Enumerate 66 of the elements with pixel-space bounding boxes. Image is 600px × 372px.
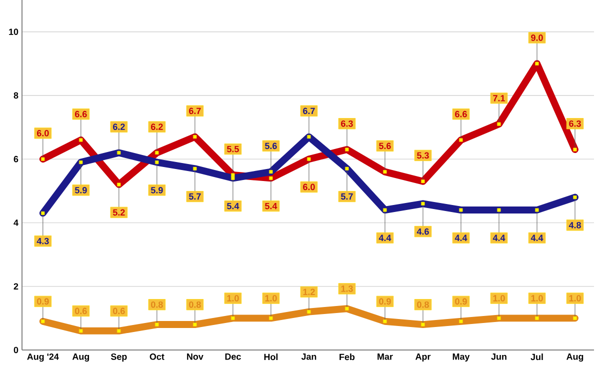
- x-tick-label: Aug: [566, 354, 584, 362]
- y-tick-label: 6: [14, 156, 18, 162]
- data-label: 6.7: [303, 108, 315, 114]
- y-tick-label: 10: [9, 28, 18, 35]
- data-label: 7.1: [493, 95, 505, 102]
- x-tick-label: Sep: [110, 354, 127, 362]
- x-tick-label: Apr: [415, 354, 431, 362]
- data-label: 5.4: [226, 202, 240, 210]
- data-label: 4.4: [492, 234, 506, 241]
- data-label: 4.6: [416, 228, 429, 235]
- data-label: 1.0: [265, 295, 277, 302]
- x-tick-label: Jan: [301, 354, 316, 360]
- data-label: 4.4: [530, 234, 544, 241]
- data-label: 5.4: [264, 202, 278, 210]
- data-label: 9.0: [531, 34, 543, 41]
- data-label: 0.6: [113, 308, 125, 314]
- x-tick-label: Nov: [187, 354, 204, 360]
- data-label: 4.8: [568, 222, 581, 228]
- data-label: 0.6: [75, 308, 87, 314]
- data-label: 0.8: [417, 301, 429, 308]
- y-tick-label: 2: [14, 283, 18, 290]
- data-label: 1.0: [531, 295, 543, 302]
- data-label: 0.9: [37, 298, 49, 305]
- data-label: 5.5: [226, 146, 239, 152]
- x-tick-label: Oct: [150, 354, 164, 360]
- data-label: 5.3: [417, 152, 429, 159]
- data-label: 5.6: [264, 142, 277, 150]
- data-label: 4.3: [36, 238, 49, 244]
- x-tick-label: Dec: [225, 354, 241, 360]
- x-tick-label: Feb: [340, 354, 355, 360]
- data-label: 1.2: [303, 288, 315, 296]
- data-label: 4.4: [454, 234, 468, 241]
- data-label: 4.4: [378, 234, 392, 241]
- x-tick-label: Jun: [491, 354, 506, 360]
- data-label: 6.2: [151, 124, 163, 130]
- data-label: 6.2: [113, 124, 125, 130]
- x-tick-label: May: [452, 354, 470, 362]
- data-label: 5.2: [112, 209, 125, 216]
- data-label: 0.9: [379, 298, 391, 305]
- y-tick-label: 8: [14, 92, 18, 99]
- data-label: 5.7: [341, 193, 353, 200]
- data-label: 5.9: [74, 186, 87, 194]
- data-label: 6.3: [341, 120, 353, 127]
- data-label: 5.6: [379, 142, 391, 150]
- data-label: 5.7: [188, 193, 201, 200]
- x-tick-label: Jul: [530, 354, 543, 360]
- data-label: 1.3: [341, 286, 353, 292]
- x-tick-label: Hol: [264, 354, 278, 360]
- data-label: 6.6: [75, 110, 87, 118]
- x-tick-label: Aug: [72, 354, 90, 362]
- data-label: 1.0: [227, 295, 239, 302]
- y-tick-label: 4: [14, 220, 18, 226]
- data-label: 5.9: [150, 186, 163, 194]
- data-label: 6.0: [303, 184, 315, 190]
- data-label: 6.6: [455, 110, 467, 118]
- data-label: 0.9: [455, 298, 467, 305]
- data-label: 0.8: [151, 301, 163, 308]
- data-label: 6.3: [569, 120, 581, 127]
- data-label: 6.7: [189, 108, 201, 114]
- y-tick-label: 0: [14, 346, 18, 354]
- x-tick-label: Aug '24: [27, 354, 59, 362]
- x-tick-label: Mar: [378, 354, 393, 360]
- data-label: 1.0: [493, 295, 505, 302]
- data-label: 1.0: [569, 295, 581, 302]
- data-label: 0.8: [189, 301, 201, 308]
- data-label: 6.0: [37, 130, 49, 136]
